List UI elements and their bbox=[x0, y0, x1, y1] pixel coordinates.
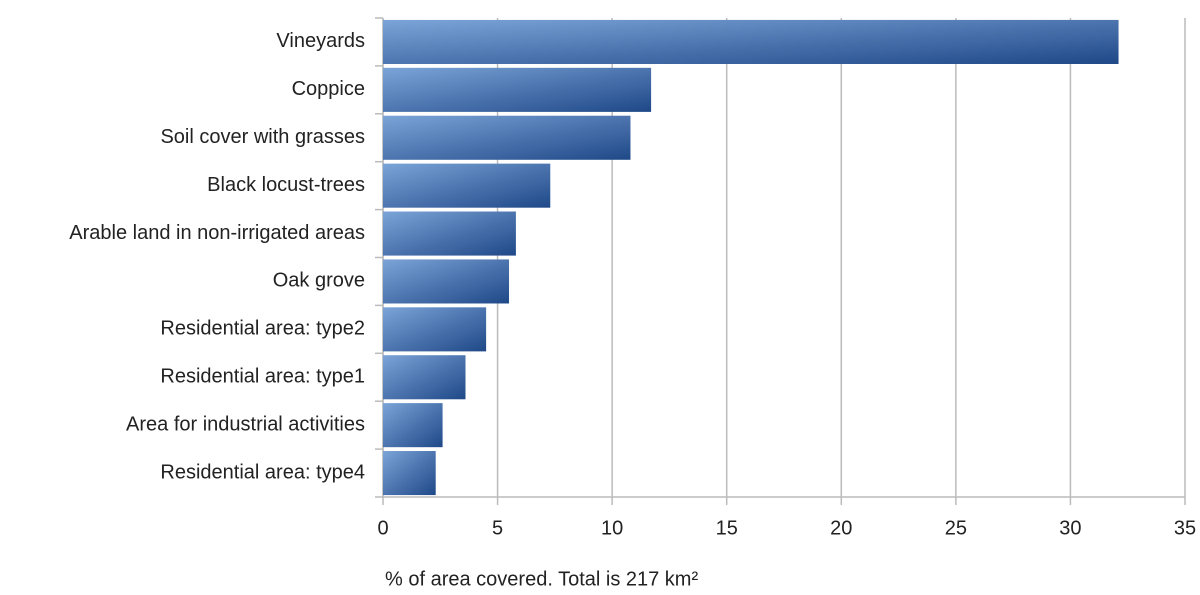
bar bbox=[383, 307, 487, 352]
y-tick-label: Vineyards bbox=[276, 30, 365, 52]
y-tick-label: Area for industrial activities bbox=[126, 413, 365, 435]
y-tick-label: Residential area: type4 bbox=[160, 461, 365, 483]
bar bbox=[383, 67, 652, 112]
y-tick-label: Residential area: type1 bbox=[160, 366, 365, 388]
y-tick-label: Oak grove bbox=[273, 270, 365, 292]
x-tick-label: 5 bbox=[492, 517, 503, 539]
y-tick-label: Residential area: type2 bbox=[160, 318, 365, 340]
x-tick-label: 25 bbox=[945, 517, 967, 539]
bar bbox=[383, 115, 631, 160]
bar bbox=[383, 355, 466, 400]
bar bbox=[383, 163, 551, 208]
x-tick-label: 15 bbox=[716, 517, 738, 539]
y-tick-label: Soil cover with grasses bbox=[160, 126, 365, 148]
x-tick-label: 30 bbox=[1059, 517, 1081, 539]
bar bbox=[383, 211, 516, 256]
x-tick-label: 20 bbox=[830, 517, 852, 539]
bar bbox=[383, 403, 443, 448]
x-tick-label: 35 bbox=[1174, 517, 1196, 539]
y-tick-label: Coppice bbox=[292, 78, 365, 100]
y-tick-label: Arable land in non-irrigated areas bbox=[69, 222, 365, 244]
y-tick-label: Black locust-trees bbox=[207, 174, 365, 196]
bar bbox=[383, 19, 1119, 64]
bar bbox=[383, 259, 510, 304]
bar bbox=[383, 451, 436, 496]
x-tick-label: 0 bbox=[377, 517, 388, 539]
x-tick-label: 10 bbox=[601, 517, 623, 539]
x-axis-label: % of area covered. Total is 217 km² bbox=[385, 568, 698, 590]
